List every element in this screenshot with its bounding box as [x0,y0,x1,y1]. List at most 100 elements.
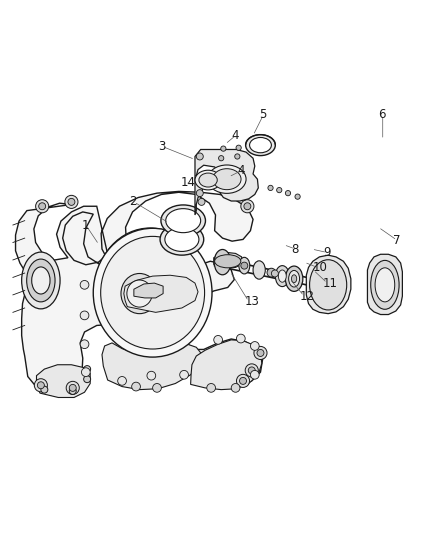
Text: 13: 13 [244,295,259,308]
Circle shape [214,335,223,344]
Ellipse shape [213,169,241,190]
Circle shape [41,386,48,393]
Circle shape [66,381,79,394]
Ellipse shape [21,252,60,309]
Ellipse shape [239,257,250,274]
Circle shape [237,374,250,387]
Circle shape [236,145,241,150]
Text: 1: 1 [81,219,89,231]
Circle shape [81,368,90,376]
Circle shape [245,364,258,377]
Circle shape [35,200,49,213]
Polygon shape [102,343,201,390]
Circle shape [68,198,75,205]
Ellipse shape [32,267,50,294]
Ellipse shape [214,249,231,275]
Circle shape [286,190,290,196]
Ellipse shape [166,208,201,233]
Ellipse shape [127,280,152,307]
Text: 14: 14 [180,176,196,189]
Text: 11: 11 [323,277,338,289]
Circle shape [147,372,155,380]
Ellipse shape [208,165,246,193]
Circle shape [39,203,46,210]
Ellipse shape [310,260,347,310]
Circle shape [196,190,203,197]
Circle shape [118,376,127,385]
Ellipse shape [250,138,272,153]
Ellipse shape [279,270,286,282]
Circle shape [257,350,264,357]
Circle shape [277,188,282,193]
Circle shape [219,156,224,161]
Ellipse shape [246,135,276,156]
Circle shape [237,334,245,343]
Circle shape [80,311,89,320]
Polygon shape [306,255,351,313]
Circle shape [80,280,89,289]
Circle shape [152,384,161,392]
Circle shape [37,382,44,389]
Text: 2: 2 [130,196,137,208]
Text: 12: 12 [300,290,315,303]
Circle shape [69,384,76,391]
Circle shape [80,340,89,349]
Text: 9: 9 [323,246,330,259]
Ellipse shape [104,237,196,341]
Ellipse shape [95,228,205,350]
Circle shape [235,154,240,159]
Circle shape [69,387,76,394]
Ellipse shape [371,261,399,309]
Ellipse shape [27,259,55,302]
Circle shape [132,382,141,391]
Circle shape [198,198,205,205]
Circle shape [251,370,259,379]
Circle shape [295,194,300,199]
Text: 5: 5 [259,108,267,121]
Polygon shape [15,191,263,395]
Circle shape [65,195,78,208]
Circle shape [241,200,254,213]
Ellipse shape [161,205,205,236]
Text: 7: 7 [393,234,400,247]
Text: 4: 4 [231,129,239,142]
Polygon shape [36,365,90,398]
Text: 10: 10 [313,261,328,274]
Text: 6: 6 [378,108,386,121]
Ellipse shape [101,236,205,349]
Text: 8: 8 [291,243,298,255]
Circle shape [244,203,251,210]
Polygon shape [195,149,258,215]
Ellipse shape [291,275,297,282]
Circle shape [196,153,203,160]
Ellipse shape [253,261,265,279]
Circle shape [248,367,255,374]
Ellipse shape [195,170,221,190]
Polygon shape [367,254,403,314]
Ellipse shape [286,266,303,292]
Circle shape [207,384,215,392]
Circle shape [240,377,247,384]
Circle shape [251,342,259,350]
Circle shape [180,370,188,379]
Ellipse shape [276,265,289,287]
Circle shape [267,268,276,277]
Text: 4: 4 [237,164,245,177]
Text: 3: 3 [158,140,165,153]
Ellipse shape [165,228,199,252]
Circle shape [34,379,47,392]
Circle shape [272,270,279,277]
Ellipse shape [93,228,212,357]
Ellipse shape [375,268,395,302]
Polygon shape [124,275,198,312]
Ellipse shape [289,270,300,287]
Ellipse shape [215,255,241,268]
Circle shape [241,262,248,269]
Ellipse shape [199,173,217,187]
Circle shape [268,185,273,190]
Circle shape [84,376,91,383]
Ellipse shape [121,273,158,313]
Polygon shape [191,340,262,390]
Polygon shape [134,283,163,298]
Circle shape [221,146,226,151]
